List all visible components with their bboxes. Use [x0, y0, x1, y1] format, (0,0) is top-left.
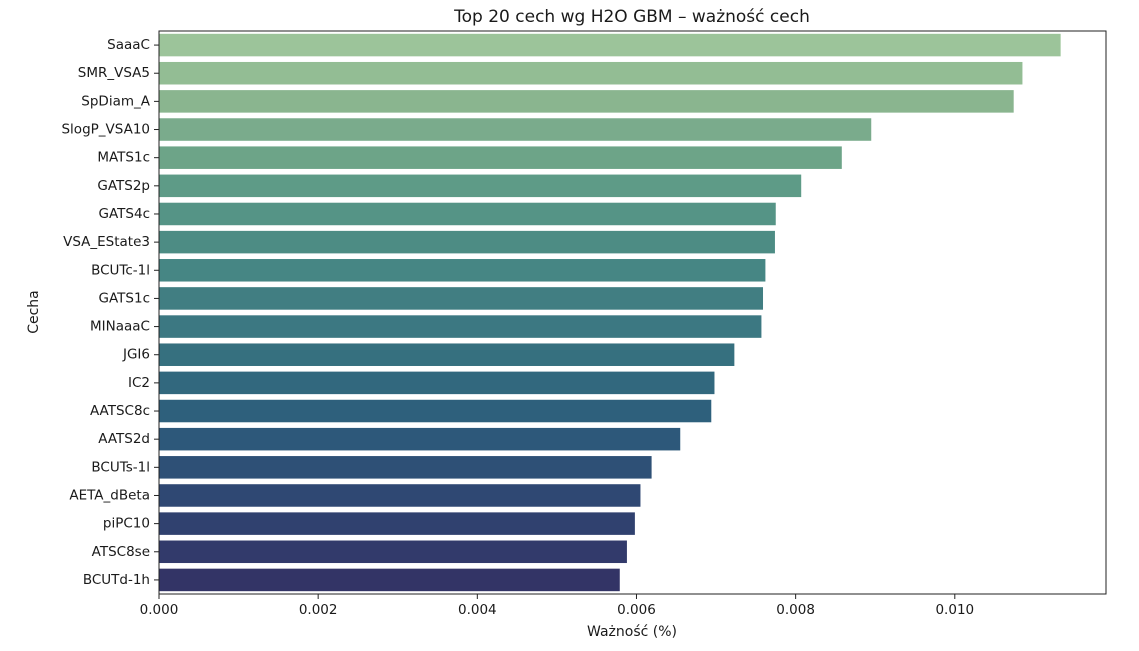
y-tick-label: GATS2p [97, 178, 150, 194]
bar-saaac [159, 33, 1061, 57]
bar-aeta-dbeta [159, 484, 641, 507]
bar-pipc10 [159, 512, 635, 535]
y-tick-label: AETA_dBeta [69, 487, 150, 503]
chart-title: Top 20 cech wg H2O GBM – ważność cech [453, 7, 810, 27]
x-tick-label: 0.004 [458, 602, 497, 618]
y-tick-label: AATS2d [98, 431, 150, 447]
bar-smr-vsa5 [159, 61, 1023, 85]
y-tick-label: JGI6 [122, 347, 150, 363]
bar-spdiam-a [159, 90, 1014, 113]
y-tick-label: SpDiam_A [81, 93, 150, 109]
y-axis-label: Cecha [26, 290, 42, 334]
y-tick-label: MATS1c [97, 150, 150, 166]
y-tick-label: MINaaaC [90, 319, 150, 335]
y-tick-label: GATS4c [99, 206, 150, 222]
y-tick-label: ATSC8se [92, 544, 150, 560]
plot-frame [158, 30, 1107, 595]
bars-group [159, 33, 1061, 592]
bar-bcutd-1h [159, 568, 620, 592]
bar-atsc8se [159, 540, 627, 564]
x-tick-label: 0.010 [935, 602, 974, 618]
y-tick-label: GATS1c [99, 290, 150, 306]
y-axis-ticks: SaaaC SMR_VSA5 SpDiam_A SlogP_VSA10 MATS1c GA… [61, 37, 159, 588]
bar-jgi6 [159, 343, 735, 366]
bar-gats4c [159, 202, 776, 226]
y-tick-label: VSA_EState3 [63, 234, 150, 250]
bar-bcuts-1l [159, 456, 652, 479]
y-tick-label: piPC10 [103, 516, 150, 532]
bar-bcutc-1l [159, 259, 766, 282]
y-tick-label: SlogP_VSA10 [61, 122, 150, 138]
y-tick-label: SaaaC [107, 37, 150, 53]
bar-aatsc8c [159, 399, 712, 423]
y-tick-label: BCUTs-1l [91, 459, 150, 475]
bar-vsa-estate3 [159, 230, 775, 254]
bar-mats1c [159, 146, 842, 169]
x-axis-label: Ważność (%) [587, 624, 677, 640]
y-tick-label: AATSC8c [90, 403, 150, 419]
x-tick-label: 0.008 [776, 602, 815, 618]
y-tick-label: BCUTc-1l [91, 262, 150, 278]
bar-minaaac [159, 315, 762, 338]
x-tick-label: 0.006 [617, 602, 656, 618]
y-tick-label: SMR_VSA5 [78, 65, 150, 81]
x-tick-label: 0.000 [140, 602, 179, 618]
bar-gats2p [159, 174, 802, 198]
x-tick-label: 0.002 [299, 602, 338, 618]
y-tick-label: IC2 [128, 375, 150, 391]
x-axis-ticks: 0.000 0.002 0.004 0.006 0.008 0.010 [140, 594, 974, 618]
bar-gats1c [159, 287, 764, 310]
bar-slogp-vsa10 [159, 118, 872, 141]
bar-ic2 [159, 371, 715, 395]
y-tick-label: BCUTd-1h [83, 572, 150, 588]
bar-aats2d [159, 427, 681, 451]
